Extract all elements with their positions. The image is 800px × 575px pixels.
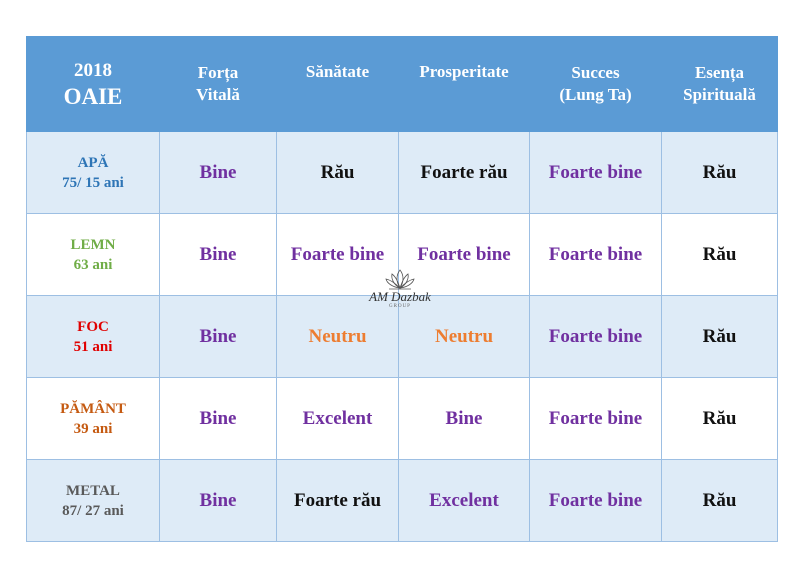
column-header-line2: Vitală bbox=[196, 85, 240, 104]
table-row-pamant: PĂMÂNT 39 ani Bine Excelent Bine Foarte … bbox=[26, 377, 778, 460]
column-header-line1: Forța bbox=[197, 63, 239, 82]
column-header-line1: Prosperitate bbox=[419, 62, 509, 81]
table-cell: Excelent bbox=[276, 377, 399, 460]
table-row-lemn: LEMN 63 ani Bine Foarte bine Foarte bine… bbox=[26, 213, 778, 296]
element-ages: 75/ 15 ani bbox=[62, 174, 124, 191]
row-label: METAL 87/ 27 ani bbox=[26, 459, 160, 542]
element-ages: 51 ani bbox=[73, 338, 113, 355]
column-header-line1: Succes bbox=[571, 63, 620, 82]
table-cell: Bine bbox=[159, 295, 277, 378]
table-cell: Rău bbox=[661, 295, 778, 378]
column-header-sanatate: Sănătate bbox=[276, 36, 399, 132]
element-ages: 87/ 27 ani bbox=[62, 502, 124, 519]
table-cell: Foarte rău bbox=[276, 459, 399, 542]
column-header-line2: (Lung Ta) bbox=[559, 85, 632, 104]
row-label: LEMN 63 ani bbox=[26, 213, 160, 296]
row-label: PĂMÂNT 39 ani bbox=[26, 377, 160, 460]
table-cell: Foarte bine bbox=[529, 213, 662, 296]
table-cell: Bine bbox=[159, 213, 277, 296]
table-cell: Rău bbox=[276, 131, 399, 214]
table-cell: Foarte rău bbox=[398, 131, 530, 214]
table-cell: Foarte bine bbox=[529, 295, 662, 378]
table-cell: Rău bbox=[661, 213, 778, 296]
sign-label: OAIE bbox=[63, 84, 123, 109]
element-name: PĂMÂNT bbox=[60, 400, 126, 417]
header-row: 2018 OAIE Forța Vitală Sănătate Prosperi… bbox=[26, 36, 778, 132]
element-name: LEMN bbox=[70, 236, 116, 253]
table-cell: Neutru bbox=[276, 295, 399, 378]
table-cell: Bine bbox=[398, 377, 530, 460]
element-name: APĂ bbox=[77, 154, 109, 171]
row-label: FOC 51 ani bbox=[26, 295, 160, 378]
row-label: APĂ 75/ 15 ani bbox=[26, 131, 160, 214]
table-cell: Rău bbox=[661, 131, 778, 214]
table-cell: Bine bbox=[159, 459, 277, 542]
table-cell: Rău bbox=[661, 377, 778, 460]
year-label: 2018 bbox=[74, 60, 112, 81]
table-cell: Foarte bine bbox=[529, 377, 662, 460]
element-name: FOC bbox=[77, 318, 109, 335]
table-row-apa: APĂ 75/ 15 ani Bine Rău Foarte rău Foart… bbox=[26, 131, 778, 214]
element-name: METAL bbox=[66, 482, 120, 499]
table-cell: Neutru bbox=[398, 295, 530, 378]
column-header-succes: Succes (Lung Ta) bbox=[529, 36, 662, 132]
forecast-table: 2018 OAIE Forța Vitală Sănătate Prosperi… bbox=[26, 36, 778, 542]
column-header-prosperitate: Prosperitate bbox=[398, 36, 530, 132]
header-title-cell: 2018 OAIE bbox=[26, 36, 160, 132]
column-header-forta-vitala: Forța Vitală bbox=[159, 36, 277, 132]
table-row-foc: FOC 51 ani Bine Neutru Neutru Foarte bin… bbox=[26, 295, 778, 378]
column-header-esenta-spirituala: Esența Spirituală bbox=[661, 36, 778, 132]
column-header-line1: Sănătate bbox=[305, 62, 370, 81]
table-cell: Bine bbox=[159, 377, 277, 460]
element-ages: 39 ani bbox=[73, 420, 113, 437]
table-row-metal: METAL 87/ 27 ani Bine Foarte rău Excelen… bbox=[26, 459, 778, 542]
column-header-line1: Esența bbox=[694, 63, 745, 82]
element-ages: 63 ani bbox=[73, 256, 113, 273]
table-cell: Foarte bine bbox=[529, 131, 662, 214]
table-cell: Excelent bbox=[398, 459, 530, 542]
table-cell: Foarte bine bbox=[529, 459, 662, 542]
table-cell: Foarte bine bbox=[398, 213, 530, 296]
column-header-line2: Spirituală bbox=[683, 85, 756, 104]
table-cell: Bine bbox=[159, 131, 277, 214]
table-cell: Foarte bine bbox=[276, 213, 399, 296]
table-cell: Rău bbox=[661, 459, 778, 542]
